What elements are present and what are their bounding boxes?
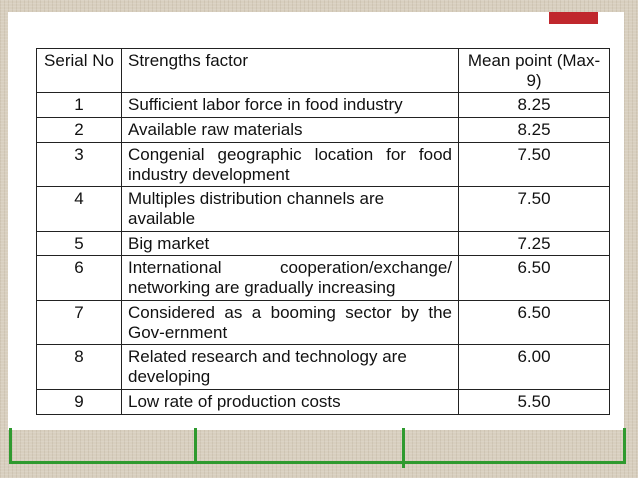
green-frame-right — [623, 428, 626, 464]
cell-serial: 8 — [36, 344, 122, 390]
cell-mean: 5.50 — [458, 388, 610, 415]
cell-factor: Available raw materials — [121, 117, 459, 143]
cell-serial: 7 — [36, 299, 122, 346]
header-serial-no: Serial No — [36, 47, 122, 94]
cell-mean: 7.50 — [458, 141, 610, 188]
header-strengths-factor: Strengths factor — [121, 47, 459, 94]
cell-serial: 5 — [36, 230, 122, 257]
header-mean-point: Mean point (Max- 9) — [458, 47, 610, 94]
table-row: 3 Congenial geographic location for food… — [36, 141, 610, 188]
cell-factor: Big market — [121, 230, 459, 257]
table-header-row: Serial No Strengths factor Mean point (M… — [36, 47, 610, 94]
green-frame-bottom — [9, 461, 626, 464]
cell-mean: 6.50 — [458, 299, 610, 346]
cell-factor: Considered as a booming sector by the Go… — [121, 299, 459, 346]
cell-serial: 4 — [36, 186, 122, 232]
table-row: 8 Related research and technology are de… — [36, 344, 610, 390]
green-frame-left — [9, 428, 12, 464]
cell-mean: 8.25 — [458, 92, 610, 119]
cell-mean: 6.00 — [458, 344, 610, 390]
table-row: 6 International cooperation/exchange/ ne… — [36, 255, 610, 301]
cell-factor: Low rate of production costs — [121, 388, 459, 415]
table-row: 1 Sufficient labor force in food industr… — [36, 92, 610, 119]
corner-accent-tab — [549, 12, 598, 24]
cell-serial: 3 — [36, 141, 122, 188]
green-frame-divider-2 — [402, 428, 405, 468]
cell-mean: 7.25 — [458, 230, 610, 257]
cell-factor: International cooperation/exchange/ netw… — [121, 255, 459, 301]
table-row: 2 Available raw materials 8.25 — [36, 117, 610, 143]
cell-factor: Related research and technology are deve… — [121, 344, 459, 390]
cell-serial: 9 — [36, 388, 122, 415]
cell-factor: Sufficient labor force in food industry — [121, 92, 459, 119]
cell-serial: 6 — [36, 255, 122, 301]
cell-serial: 1 — [36, 92, 122, 119]
table-row: 4 Multiples distribution channels are av… — [36, 186, 610, 232]
slide-panel: Serial No Strengths factor Mean point (M… — [8, 12, 624, 430]
table-row: 5 Big market 7.25 — [36, 230, 610, 257]
table-row: 7 Considered as a booming sector by the … — [36, 299, 610, 346]
cell-factor: Congenial geographic location for food i… — [121, 141, 459, 188]
cell-serial: 2 — [36, 117, 122, 143]
cell-mean: 7.50 — [458, 186, 610, 232]
table-row: 9 Low rate of production costs 5.50 — [36, 388, 610, 415]
green-frame-divider-1 — [194, 428, 197, 464]
cell-factor: Multiples distribution channels are avai… — [121, 186, 459, 232]
strengths-table: Serial No Strengths factor Mean point (M… — [36, 47, 610, 415]
cell-mean: 6.50 — [458, 255, 610, 301]
cell-mean: 8.25 — [458, 117, 610, 143]
